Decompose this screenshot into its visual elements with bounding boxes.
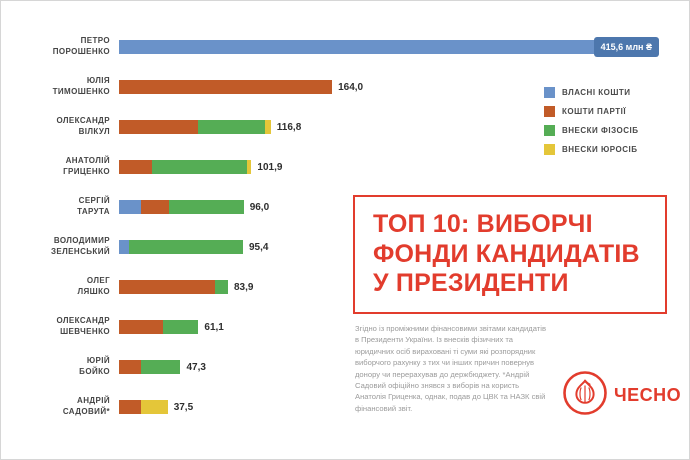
stacked-bar [119, 120, 271, 134]
bar-segment-legal [247, 160, 252, 174]
candidate-label: ПЕТРО ПОРОШЕНКО [52, 36, 110, 56]
bar-value-label: 61,1 [204, 321, 224, 333]
bar-segment-party [119, 80, 333, 94]
chart-row: ОЛЕКСАНДР ШЕВЧЕНКО 61,1 [1, 307, 689, 347]
bar-segment-own [119, 240, 129, 254]
candidate-label: ЮЛІЯ ТИМОШЕНКО [52, 76, 110, 96]
legend-label: ВЛАСНІ КОШТИ [562, 88, 631, 97]
chart-row: АНАТОЛІЙ ГРИЦЕНКО 101,9 [1, 147, 689, 187]
bar-segment-party [119, 280, 215, 294]
stacked-bar [119, 280, 228, 294]
title-line: ФОНДИ КАНДИДАТІВ [373, 239, 640, 268]
legend: ВЛАСНІ КОШТИ КОШТИ ПАРТІЇ ВНЕСКИ ФІЗОСІБ ВН… [544, 87, 638, 155]
bar-segment-individuals [140, 360, 181, 374]
legend-item: ВНЕСКИ ФІЗОСІБ [544, 125, 638, 136]
legend-item: ВНЕСКИ ЮРОСІБ [544, 144, 638, 155]
bar-value-label: 83,9 [234, 281, 254, 293]
bar-value-label: 164,0 [338, 81, 364, 93]
stacked-bar [119, 400, 168, 414]
bar-segment-own [119, 200, 142, 214]
chart-row: ЮЛІЯ ТИМОШЕНКО 164,0 [1, 67, 689, 107]
legend-swatch-party [544, 106, 555, 117]
bar-value-label: 101,9 [257, 161, 283, 173]
candidate-label: ОЛЕКСАНДР ВІЛКУЛ [56, 116, 110, 136]
candidate-label: АНАТОЛІЙ ГРИЦЕНКО [63, 156, 110, 176]
chart-row: ЮРІЙ БОЙКО 47,3 [1, 347, 689, 387]
bar-segment-individuals [214, 280, 228, 294]
bar-segment-individuals [128, 240, 243, 254]
bar-value-label: 96,0 [249, 201, 270, 213]
stacked-bar [119, 320, 199, 334]
chart-title: ТОП 10: ВИБОРЧІ ФОНДИ КАНДИДАТІВ У ПРЕЗИДЕ… [373, 210, 647, 299]
legend-label: ВНЕСКИ ЮРОСІБ [562, 145, 638, 154]
stacked-bar [119, 160, 252, 174]
chart-row: ОЛЕГ ЛЯШКО 83,9 [1, 267, 689, 307]
bar-value-label: 47,3 [186, 361, 206, 373]
candidate-label: ВОЛОДИМИР ЗЕЛЕНСЬКИЙ [51, 236, 110, 256]
logo-text: ЧЕСНО [614, 385, 682, 405]
candidate-label: СЕРГІЙ ТАРУТА [77, 196, 110, 216]
candidate-label: ОЛЕКСАНДР ШЕВЧЕНКО [56, 316, 110, 336]
legend-label: КОШТИ ПАРТІЇ [562, 107, 627, 116]
bar-segment-individuals [197, 120, 265, 134]
bar-segment-party [119, 120, 198, 134]
legend-swatch-own [544, 87, 555, 98]
stacked-bar [119, 200, 244, 214]
title-line: ТОП 10: ВИБОРЧІ [373, 210, 593, 238]
bar-segment-individuals [152, 160, 248, 174]
funds-bar-chart: ПЕТРО ПОРОШЕНКО 415,6 млн ₴ ЮЛІЯ ТИМОШЕНКО 16… [1, 27, 689, 427]
bar-segment-party [141, 200, 169, 214]
chart-row: ОЛЕКСАНДР ВІЛКУЛ 116,8 [1, 107, 689, 147]
title-box: ТОП 10: ВИБОРЧІ ФОНДИ КАНДИДАТІВ У ПРЕЗИДЕ… [353, 195, 667, 314]
legend-swatch-individuals [544, 125, 555, 136]
bar-segment-own [119, 40, 659, 54]
garlic-icon [562, 370, 608, 421]
bar-segment-party [119, 160, 153, 174]
stacked-bar: 415,6 млн ₴ [119, 37, 659, 57]
chesno-logo: ЧЕСНО [562, 370, 681, 421]
chart-row: АНДРІЙ САДОВИЙ* 37,5 [1, 387, 689, 427]
bar-segment-individuals [162, 320, 199, 334]
footnote-text: Згідно із проміжними фінансовими звітами… [355, 324, 546, 413]
bar-value-label: 95,4 [249, 241, 269, 253]
chart-row: ПЕТРО ПОРОШЕНКО 415,6 млн ₴ [1, 27, 689, 67]
bar-segment-individuals [168, 200, 244, 214]
legend-label: ВНЕСКИ ФІЗОСІБ [562, 126, 639, 135]
stacked-bar [119, 240, 243, 254]
legend-item: КОШТИ ПАРТІЇ [544, 106, 638, 117]
bar-segment-legal [140, 400, 168, 414]
stacked-bar [119, 360, 181, 374]
title-line: У ПРЕЗИДЕНТИ [373, 269, 569, 297]
bar-segment-party [119, 360, 141, 374]
chart-row: ВОЛОДИМИР ЗЕЛЕНСЬКИЙ 95,4 [1, 227, 689, 267]
stacked-bar [119, 80, 333, 94]
bar-segment-party [119, 320, 163, 334]
legend-swatch-legal [544, 144, 555, 155]
legend-item: ВЛАСНІ КОШТИ [544, 87, 638, 98]
candidate-label: АНДРІЙ САДОВИЙ* [62, 396, 110, 416]
bar-value-label: 116,8 [276, 121, 302, 133]
candidate-label: ОЛЕГ ЛЯШКО [77, 276, 110, 296]
bar-value-label: 37,5 [173, 401, 194, 413]
value-badge: 415,6 млн ₴ [593, 37, 659, 57]
chart-row: СЕРГІЙ ТАРУТА 96,0 [1, 187, 689, 227]
bar-segment-party [119, 400, 141, 414]
candidate-label: ЮРІЙ БОЙКО [79, 356, 110, 376]
bar-segment-legal [264, 120, 271, 134]
